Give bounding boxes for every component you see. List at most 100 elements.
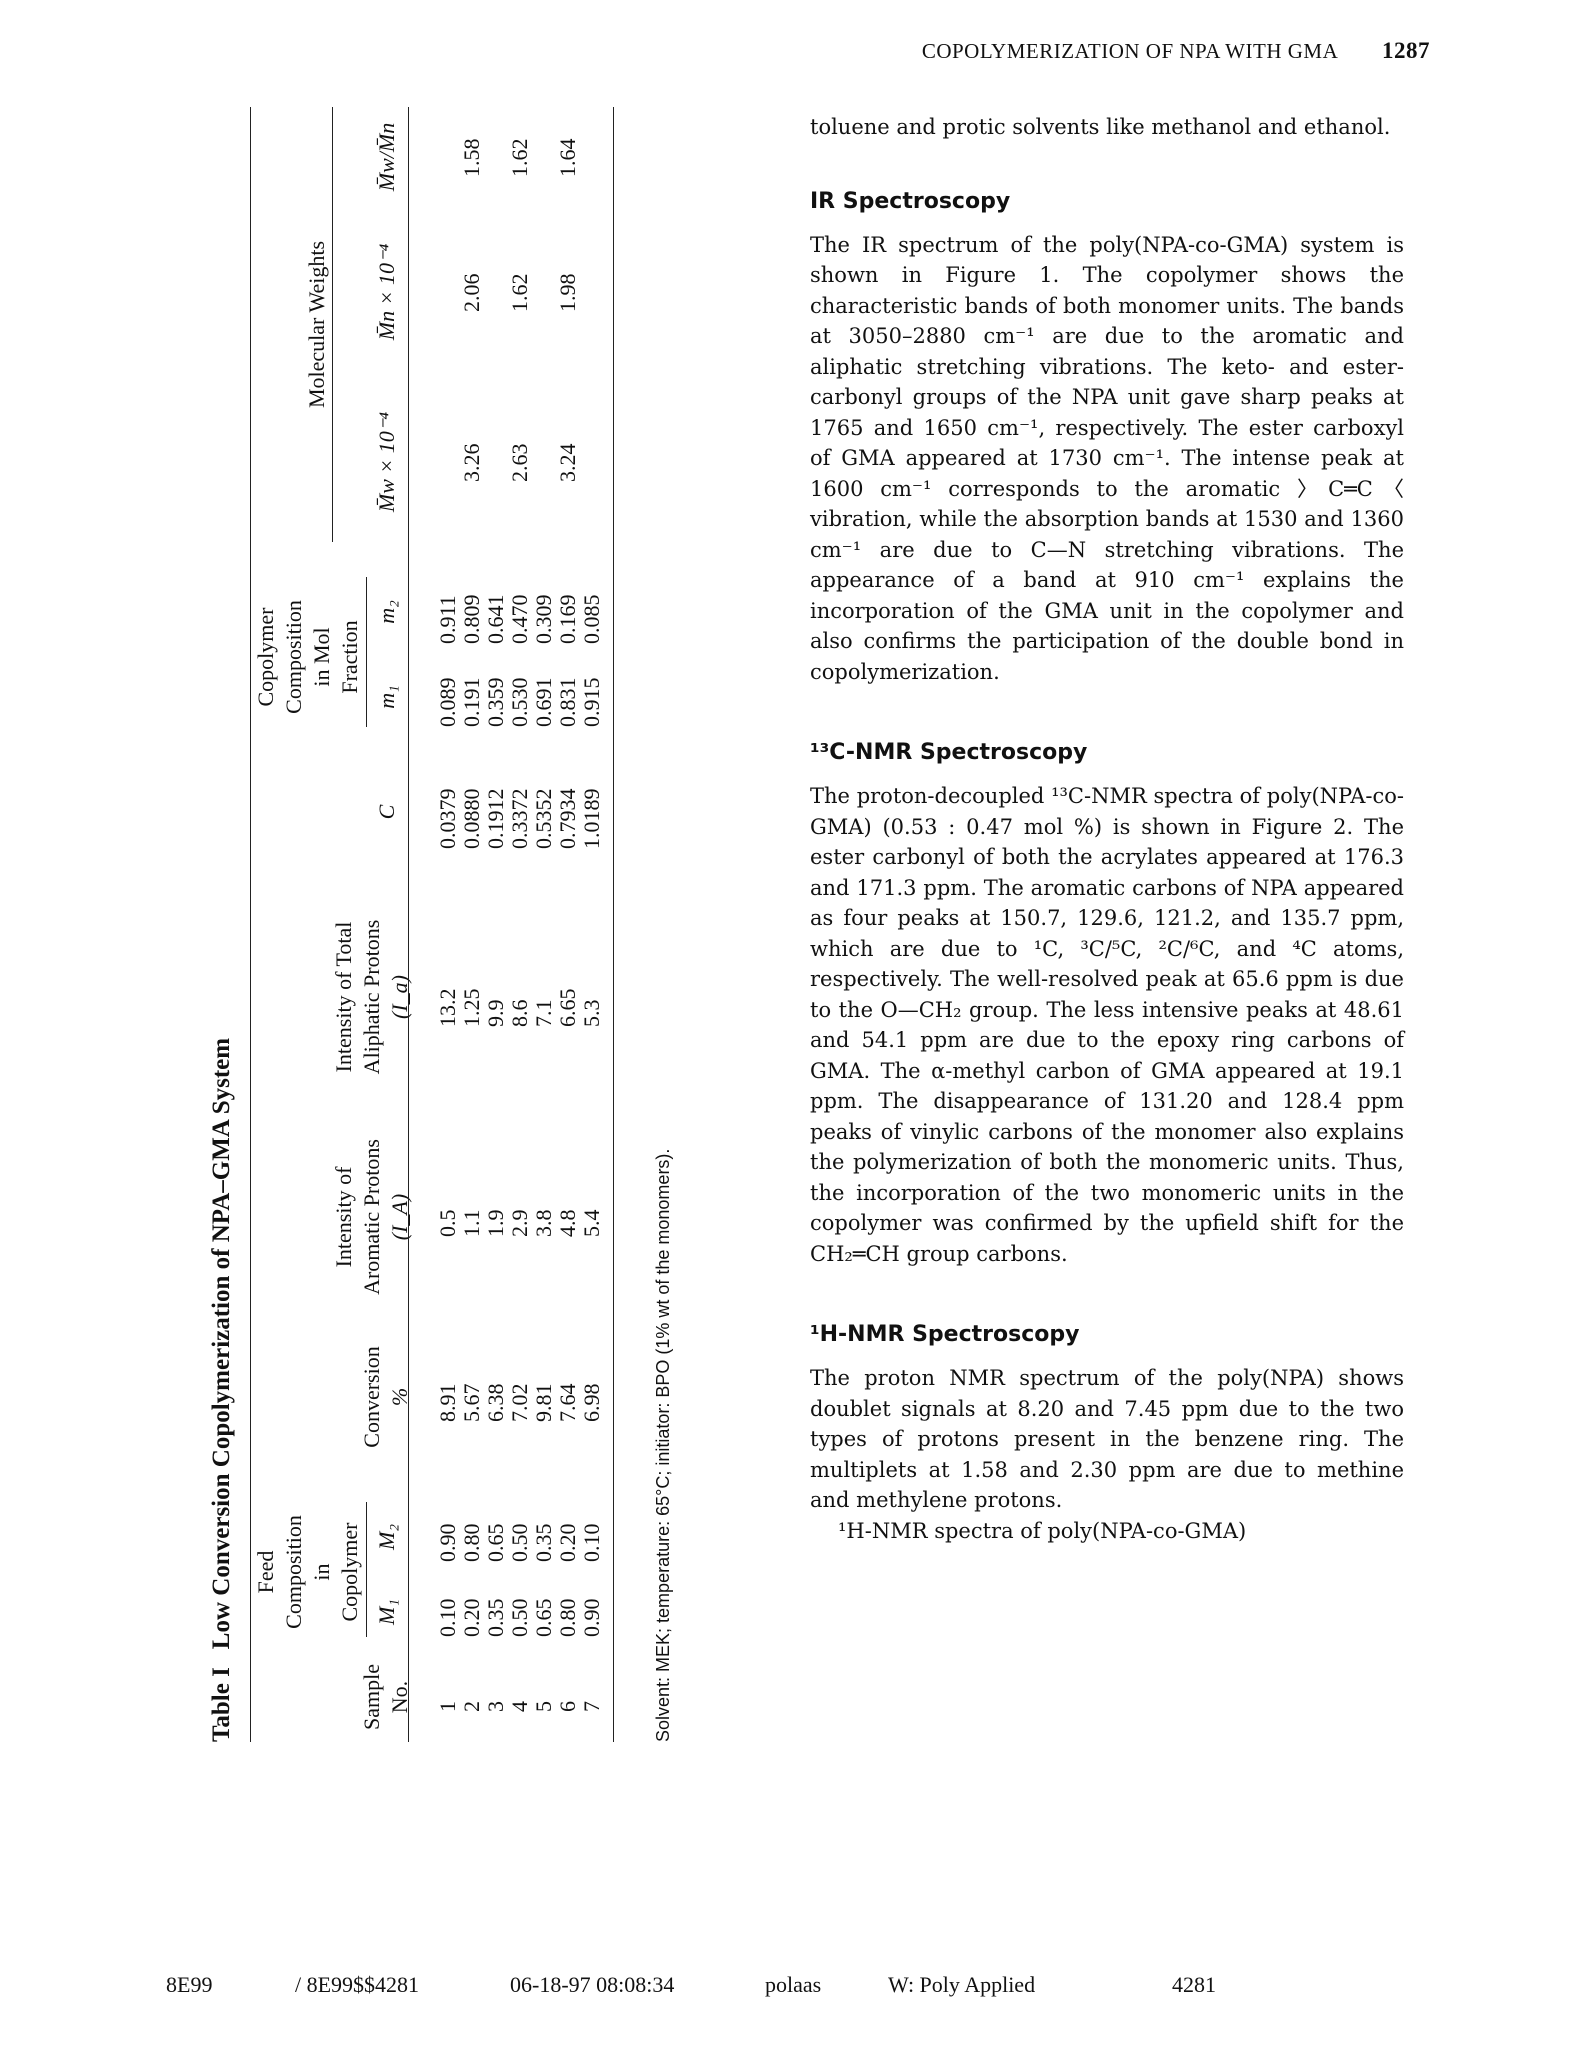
table-cell-C-5: 0.5352 — [531, 788, 556, 850]
table-cell-C-2: 0.0880 — [459, 788, 484, 850]
table-1: Table I Low Conversion Copolymerization o… — [208, 107, 708, 1742]
header-sample: Sample No. — [359, 1664, 412, 1730]
col-conversion: 8.91 5.67 6.38 7.02 9.81 7.64 6.98 — [435, 1383, 604, 1423]
table-cell-m1-7: 0.915 — [579, 677, 604, 728]
body-text-column: toluene and protic solvents like methano… — [810, 112, 1404, 1546]
table-cell-Ia-6: 6.65 — [555, 988, 580, 1028]
table-cell-Mw-2: 3.26 — [459, 443, 484, 483]
table-cell-conversion-6: 7.64 — [555, 1383, 580, 1423]
table-cell-m2-2: 0.809 — [459, 594, 484, 645]
table-cell-M2-6: 0.20 — [555, 1523, 580, 1563]
table-cell-m2-6: 0.169 — [555, 594, 580, 645]
col-m2: 0.911 0.809 0.641 0.470 0.309 0.169 0.085 — [435, 594, 604, 645]
table-cell-IA-6: 4.8 — [555, 1209, 580, 1238]
table-cell-PDI-2: 1.58 — [459, 138, 484, 178]
table-cell-Mw-4: 2.63 — [507, 443, 532, 483]
table-cell-sample-1: 1 — [435, 1701, 460, 1712]
header-aromatic-intensity: Intensity of Aromatic Protons (I_A) — [331, 1139, 412, 1295]
heading-c13-nmr: ¹³C-NMR Spectroscopy — [810, 740, 1088, 765]
header-m2: m₂ — [374, 600, 399, 624]
header-Mn: M̄n × 10⁻⁴ — [374, 243, 399, 341]
header-M1: M₁ — [374, 1599, 399, 1625]
running-head: COPOLYMERIZATION OF NPA WITH GMA 1287 — [922, 38, 1430, 64]
table-cell-Mn-6: 1.98 — [555, 273, 580, 313]
paragraph-continued: toluene and protic solvents like methano… — [810, 115, 1391, 139]
col-Ia: 13.2 1.25 9.9 8.6 7.1 6.65 5.3 — [435, 988, 604, 1028]
table-cell-Mw-7 — [580, 444, 604, 483]
table-cell-PDI-6: 1.64 — [555, 138, 580, 178]
table-cell-Ia-4: 8.6 — [507, 999, 532, 1028]
table-cell-M2-2: 0.80 — [459, 1523, 484, 1563]
table-cell-Ia-3: 9.9 — [483, 999, 508, 1028]
table-cell-conversion-4: 7.02 — [507, 1383, 532, 1423]
table-cell-Mn-3 — [484, 274, 508, 313]
table-cell-Mn-5 — [532, 274, 556, 313]
table-cell-IA-1: 0.5 — [435, 1209, 460, 1238]
header-PDI: M̄w/M̄n — [374, 122, 399, 192]
table-cell-PDI-1 — [436, 139, 460, 178]
table-cell-m2-1: 0.911 — [435, 595, 460, 644]
table-top-rule — [250, 107, 251, 1742]
table-cell-sample-2: 2 — [459, 1701, 484, 1712]
table-cell-IA-3: 1.9 — [483, 1209, 508, 1238]
header-aliphatic-intensity: Intensity of Total Aliphatic Protons (I_a) — [331, 919, 412, 1075]
table-cell-IA-2: 1.1 — [459, 1209, 484, 1238]
col-M1: 0.10 0.20 0.35 0.50 0.65 0.80 0.90 — [435, 1598, 604, 1638]
table-cell-IA-7: 5.4 — [579, 1209, 604, 1238]
table-cell-IA-5: 3.8 — [531, 1209, 556, 1238]
header-M2: M₂ — [374, 1524, 399, 1550]
running-head-title: COPOLYMERIZATION OF NPA WITH GMA — [921, 39, 1339, 63]
table-cell-Ia-2: 1.25 — [459, 988, 484, 1028]
table-caption: Table I Low Conversion Copolymerization o… — [208, 1038, 236, 1742]
slug-timestamp: 06-18-97 08:08:34 — [510, 1972, 675, 1997]
slug-number: 4281 — [1172, 1972, 1216, 1997]
table-cell-Mn-4: 1.62 — [507, 273, 532, 313]
header-m1: m₁ — [374, 685, 399, 709]
col-C: 0.0379 0.0880 0.1912 0.3372 0.5352 0.7934 1.01… — [435, 788, 604, 850]
slug-file-id: / 8E99$$4281 — [295, 1972, 420, 1997]
header-Mw: M̄w × 10⁻⁴ — [374, 411, 399, 513]
page-number: 1287 — [1382, 38, 1430, 63]
mw-underline — [332, 107, 333, 542]
table-cell-M2-3: 0.65 — [483, 1523, 508, 1563]
table-cell-M1-7: 0.90 — [579, 1598, 604, 1638]
table-cell-PDI-4: 1.62 — [507, 138, 532, 178]
paragraph-c13-nmr: The proton-decoupled ¹³C-NMR spectra of … — [810, 784, 1404, 1266]
header-conversion: Conversion% — [359, 1346, 412, 1448]
table-cell-m2-7: 0.085 — [579, 594, 604, 645]
table-cell-m2-4: 0.470 — [507, 594, 532, 645]
col-PDI: 1.58 1.62 1.64 — [436, 139, 604, 178]
feed-underline — [366, 1502, 367, 1637]
table-cell-Mw-3 — [484, 444, 508, 483]
table-cell-M2-5: 0.35 — [531, 1523, 556, 1563]
table-cell-sample-3: 3 — [483, 1701, 508, 1712]
table-cell-m1-3: 0.359 — [483, 677, 508, 728]
table-cell-Mn-1 — [436, 274, 460, 313]
table-cell-sample-7: 7 — [579, 1701, 604, 1712]
table-cell-m1-4: 0.530 — [507, 677, 532, 728]
table-cell-conversion-3: 6.38 — [483, 1383, 508, 1423]
table-cell-m2-5: 0.309 — [531, 594, 556, 645]
copolymer-underline — [366, 577, 367, 727]
paragraph-h1-nmr-continued: ¹H-NMR spectra of poly(NPA-co-GMA) — [838, 1518, 1247, 1543]
heading-h1-nmr: ¹H-NMR Spectroscopy — [810, 1322, 1080, 1347]
table-cell-M2-7: 0.10 — [579, 1523, 604, 1563]
table-cell-C-1: 0.0379 — [435, 788, 460, 850]
table-cell-C-4: 0.3372 — [507, 788, 532, 850]
table-cell-sample-4: 4 — [507, 1701, 532, 1712]
col-IA: 0.5 1.1 1.9 2.9 3.8 4.8 5.4 — [435, 1209, 604, 1238]
table-cell-m2-3: 0.641 — [483, 594, 508, 645]
table-cell-M2-4: 0.50 — [507, 1523, 532, 1563]
table-cell-conversion-5: 9.81 — [531, 1383, 556, 1423]
table-cell-M1-6: 0.80 — [555, 1598, 580, 1638]
table-cell-C-7: 1.0189 — [579, 788, 604, 850]
table-cell-M1-5: 0.65 — [531, 1598, 556, 1638]
col-M2: 0.90 0.80 0.65 0.50 0.35 0.20 0.10 — [435, 1523, 604, 1563]
table-cell-C-3: 0.1912 — [483, 788, 508, 850]
table-cell-conversion-7: 6.98 — [579, 1383, 604, 1423]
table-cell-Mw-1 — [436, 444, 460, 483]
table-cell-Mw-5 — [532, 444, 556, 483]
table-footnote: Solvent: MEK; temperature: 65°C; initiat… — [653, 1148, 673, 1742]
table-cell-M1-2: 0.20 — [459, 1598, 484, 1638]
table-cell-M2-1: 0.90 — [435, 1523, 460, 1563]
